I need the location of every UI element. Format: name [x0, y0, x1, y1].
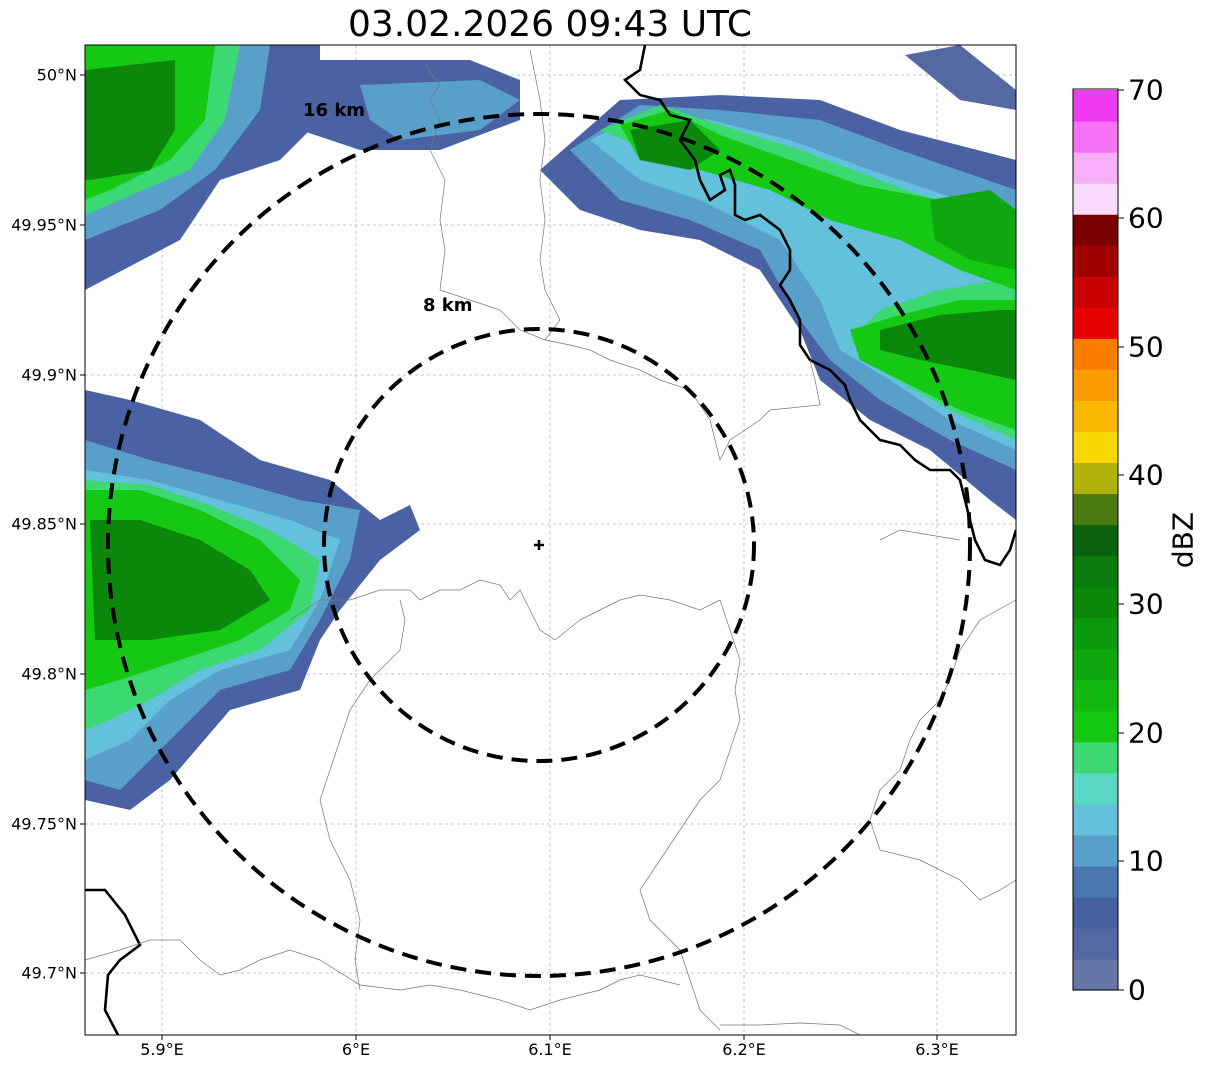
colorbar-cell — [1073, 431, 1118, 464]
colorbar-cell — [1073, 741, 1118, 774]
colorbar-cell — [1073, 338, 1118, 370]
y-tick-label: 49.9°N — [21, 365, 77, 385]
colorbar-cell — [1073, 648, 1118, 681]
range-ring-8km — [322, 327, 756, 763]
colorbar-cell — [1073, 834, 1118, 867]
colorbar-frame — [1072, 88, 1119, 991]
colorbar-cell — [1073, 493, 1118, 526]
colorbar-cell — [1073, 803, 1118, 836]
colorbar-cell — [1073, 617, 1118, 650]
x-tick-label: 6°E — [341, 1040, 371, 1059]
colorbar-cell — [1073, 152, 1118, 184]
range-ring-label-8km: 8 km — [423, 295, 473, 316]
x-tick-label: 6.3°E — [915, 1040, 959, 1059]
y-tick-label: 49.8°N — [21, 664, 77, 684]
colorbar-cell — [1073, 276, 1118, 308]
colorbar-cell — [1073, 400, 1118, 432]
colorbar-cell — [1073, 121, 1118, 153]
colorbar-tick-label: 60 — [1128, 201, 1164, 235]
colorbar-cell — [1073, 369, 1118, 401]
regional-borders — [85, 49, 1016, 1035]
colorbar-cell — [1073, 183, 1118, 215]
colorbar-cell — [1073, 865, 1118, 898]
colorbar-cell — [1073, 927, 1118, 960]
y-tick-label: 49.85°N — [11, 514, 77, 534]
colorbar-tick-label: 50 — [1128, 330, 1164, 364]
x-tick-label: 5.9°E — [140, 1040, 184, 1059]
colorbar-cell — [1073, 214, 1118, 246]
map-title: 03.02.2026 09:43 UTC — [347, 4, 753, 45]
range-ring-16km — [106, 112, 972, 978]
colorbar-cell — [1073, 679, 1118, 712]
colorbar-cell — [1073, 90, 1118, 122]
colorbar-tick-label: 70 — [1128, 73, 1164, 107]
colorbar-cell — [1073, 586, 1118, 619]
echo-cluster-northwest — [85, 45, 520, 290]
range-rings — [106, 112, 972, 978]
colorbar-cell — [1073, 524, 1118, 557]
range-ring-label-16km: 16 km — [303, 100, 366, 121]
radar-echoes — [85, 45, 1016, 810]
y-tick-label: 50°N — [36, 65, 77, 85]
colorbar-cell — [1073, 772, 1118, 805]
echo-cluster-west — [85, 390, 420, 810]
echo-cluster-northeast — [540, 45, 1016, 520]
colorbar-tick-label: 10 — [1128, 844, 1164, 878]
y-tick-label: 49.75°N — [11, 814, 77, 834]
colorbar-cell — [1073, 245, 1118, 277]
y-tick-label: 49.7°N — [21, 963, 77, 983]
colorbar-cell — [1073, 958, 1118, 991]
country-borders — [85, 45, 1016, 1035]
radar-site-marker — [534, 540, 544, 550]
colorbar-tick-label: 40 — [1128, 458, 1164, 492]
colorbar-tick-label: 0 — [1128, 973, 1146, 1007]
colorbar-cell — [1073, 307, 1118, 339]
colorbar-cell — [1073, 555, 1118, 588]
colorbar-cell — [1073, 462, 1118, 495]
colorbar-unit-label: dBZ — [1166, 511, 1200, 569]
x-tick-label: 6.2°E — [722, 1040, 766, 1059]
colorbar — [1073, 90, 1118, 991]
colorbar-cell — [1073, 710, 1118, 743]
axis-ticks — [80, 74, 938, 1040]
colorbar-tick-label: 20 — [1128, 716, 1164, 750]
colorbar-cell — [1073, 896, 1118, 929]
x-tick-label: 6.1°E — [528, 1040, 572, 1059]
colorbar-ticks — [1118, 89, 1124, 991]
y-tick-label: 49.95°N — [11, 215, 77, 235]
colorbar-tick-label: 30 — [1128, 587, 1164, 621]
